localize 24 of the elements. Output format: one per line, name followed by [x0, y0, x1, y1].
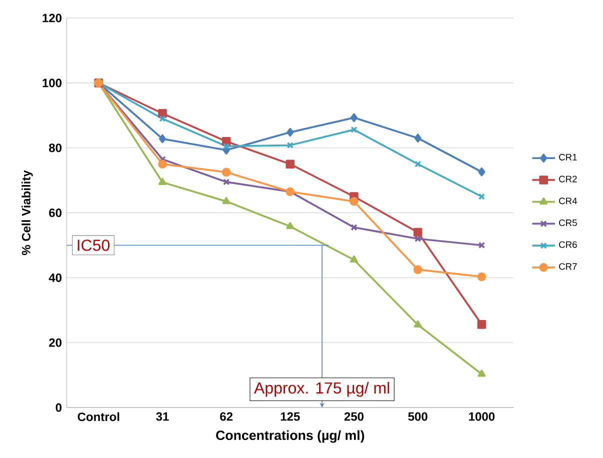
y-tick-label: 0	[56, 403, 62, 412]
x-tick-label: 500	[408, 412, 428, 421]
legend-label: CR7	[559, 263, 577, 270]
x-tick-label: 62	[220, 412, 233, 421]
y-tick-label: 120	[42, 14, 62, 22]
legend-label: CR1	[559, 154, 577, 160]
x-tick-label: Control	[78, 412, 120, 421]
legend-label: CR6	[559, 241, 577, 248]
x-axis-title: Concentrations (µg/ ml)	[216, 430, 364, 443]
x-tick-label: 1000	[469, 412, 495, 421]
y-tick-label: 40	[48, 273, 62, 282]
legend-label: CR4	[559, 197, 577, 204]
x-tick-label: 250	[344, 412, 364, 421]
x-tick-label: 125	[280, 412, 300, 421]
y-tick-label: 60	[49, 208, 62, 217]
legend-label: CR2	[559, 176, 577, 182]
x-tick-label: 31	[156, 412, 169, 421]
y-axis-title: % Cell Viability	[22, 170, 33, 255]
y-tick-label: 100	[42, 78, 62, 88]
y-tick-label: 80	[49, 143, 62, 152]
legend-label: CR5	[559, 219, 577, 226]
y-tick-label: 20	[49, 338, 62, 347]
annotation: Approx. 175 µg/ ml	[254, 382, 390, 397]
annotation: IC50	[78, 239, 110, 251]
